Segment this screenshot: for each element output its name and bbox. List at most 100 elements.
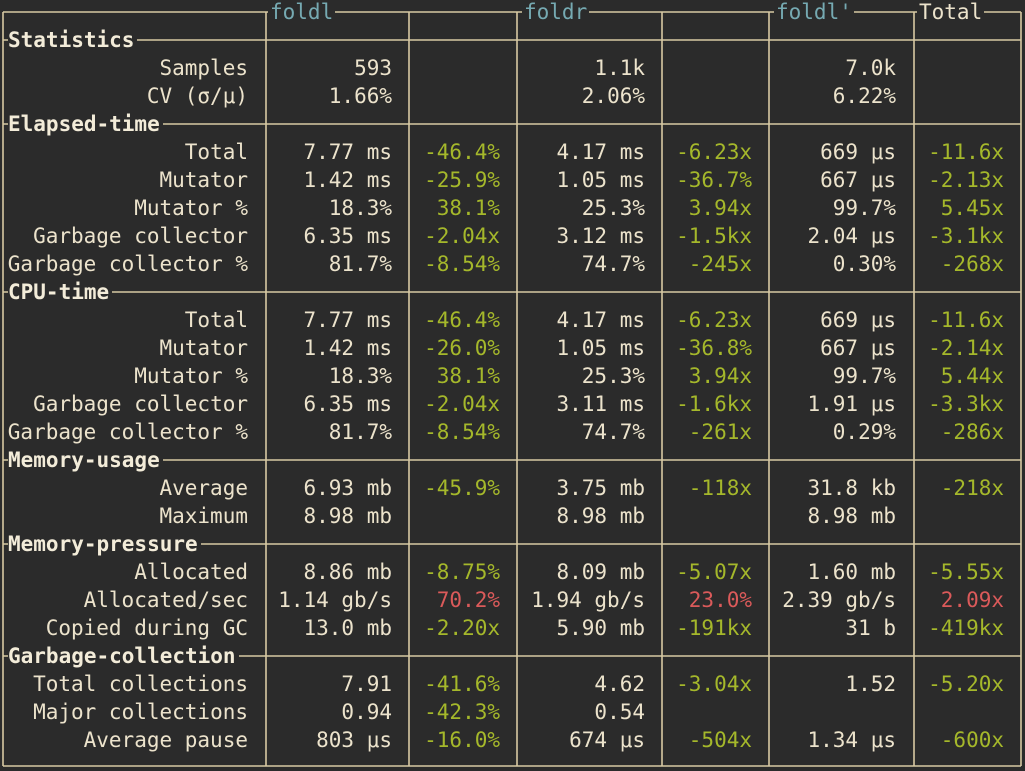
value-cell: 3.12 ms xyxy=(556,224,645,248)
diff-cell: -3.3kx xyxy=(928,392,1004,416)
diff-cell: -36.7% xyxy=(676,168,752,192)
diff-cell: -6.23x xyxy=(676,308,752,332)
row-label: Mutator % xyxy=(134,196,248,220)
value-cell: 669 μs xyxy=(820,308,896,332)
column-header-total: Total xyxy=(917,0,985,26)
diff-cell: 38.1% xyxy=(436,196,500,220)
row-label: Allocated/sec xyxy=(83,588,248,612)
value-cell: 8.98 mb xyxy=(807,504,896,528)
row-label: Garbage collector % xyxy=(7,252,248,276)
diff-cell: -11.6x xyxy=(928,140,1004,164)
value-cell: 8.09 mb xyxy=(556,560,645,584)
value-cell: 8.98 mb xyxy=(556,504,645,528)
value-cell: 2.39 gb/s xyxy=(782,588,896,612)
diff-cell: 38.1% xyxy=(436,364,500,388)
value-cell: 18.3% xyxy=(328,196,392,220)
value-cell: 7.77 ms xyxy=(303,308,392,332)
row-label: Mutator % xyxy=(134,364,248,388)
value-cell: 8.98 mb xyxy=(303,504,392,528)
value-cell: 6.35 ms xyxy=(303,392,392,416)
diff-cell: -5.55x xyxy=(928,560,1004,584)
value-cell: 1.52 xyxy=(845,672,896,696)
diff-cell: -261x xyxy=(688,420,752,444)
value-cell: 3.75 mb xyxy=(556,476,645,500)
diff-cell: -268x xyxy=(940,252,1004,276)
diff-cell: -419kx xyxy=(928,616,1004,640)
row-label: Allocated xyxy=(134,560,248,584)
diff-cell: -2.14x xyxy=(928,336,1004,360)
value-cell: 669 μs xyxy=(820,140,896,164)
row-label: CV (σ/μ) xyxy=(146,84,248,108)
value-cell: 1.42 ms xyxy=(303,168,392,192)
diff-cell: -2.13x xyxy=(928,168,1004,192)
value-cell: 99.7% xyxy=(832,364,896,388)
diff-cell: 5.45x xyxy=(940,196,1004,220)
value-cell: 1.05 ms xyxy=(556,336,645,360)
diff-cell: -3.1kx xyxy=(928,224,1004,248)
row-label: Average pause xyxy=(83,728,248,752)
diff-cell: -6.23x xyxy=(676,140,752,164)
value-cell: 1.1k xyxy=(594,56,645,80)
value-cell: 0.30% xyxy=(832,252,896,276)
diff-cell: 3.94x xyxy=(688,196,752,220)
diff-cell: -504x xyxy=(688,728,752,752)
diff-cell: -5.07x xyxy=(676,560,752,584)
value-cell: 2.06% xyxy=(581,84,645,108)
value-cell: 13.0 mb xyxy=(303,616,392,640)
column-header-foldr: foldr xyxy=(522,0,590,26)
diff-cell: 5.44x xyxy=(940,364,1004,388)
diff-cell: -2.04x xyxy=(424,224,500,248)
value-cell: 593 xyxy=(354,56,392,80)
row-label: Total xyxy=(184,140,248,164)
value-cell: 7.91 xyxy=(341,672,392,696)
diff-cell: -46.4% xyxy=(424,140,500,164)
diff-cell: -41.6% xyxy=(424,672,500,696)
section-title-garbage-collection: Garbage-collection xyxy=(8,642,239,670)
value-cell: 803 μs xyxy=(316,728,392,752)
diff-cell: -600x xyxy=(940,728,1004,752)
section-title-elapsed-time: Elapsed-time xyxy=(8,110,163,138)
diff-cell: -11.6x xyxy=(928,308,1004,332)
value-cell: 74.7% xyxy=(581,420,645,444)
value-cell: 4.17 ms xyxy=(556,308,645,332)
row-label: Maximum xyxy=(159,504,248,528)
diff-cell: -8.54% xyxy=(424,420,500,444)
diff-cell: -26.0% xyxy=(424,336,500,360)
diff-cell: -1.6kx xyxy=(676,392,752,416)
value-cell: 81.7% xyxy=(328,252,392,276)
diff-cell: -8.54% xyxy=(424,252,500,276)
diff-cell: 70.2% xyxy=(436,588,500,612)
diff-cell: 2.09x xyxy=(940,588,1004,612)
diff-cell: -245x xyxy=(688,252,752,276)
value-cell: 31.8 kb xyxy=(807,476,896,500)
value-cell: 6.22% xyxy=(832,84,896,108)
value-cell: 6.93 mb xyxy=(303,476,392,500)
value-cell: 667 μs xyxy=(820,168,896,192)
value-cell: 0.29% xyxy=(832,420,896,444)
row-label: Total collections xyxy=(33,672,248,696)
value-cell: 1.05 ms xyxy=(556,168,645,192)
diff-cell: -42.3% xyxy=(424,700,500,724)
section-title-statistics: Statistics xyxy=(8,26,138,54)
diff-cell: -2.20x xyxy=(424,616,500,640)
value-cell: 8.86 mb xyxy=(303,560,392,584)
row-label: Mutator xyxy=(159,168,248,192)
row-label: Mutator xyxy=(159,336,248,360)
row-label: Garbage collector xyxy=(33,392,248,416)
diff-cell: -45.9% xyxy=(424,476,500,500)
value-cell: 4.17 ms xyxy=(556,140,645,164)
diff-cell: -8.75% xyxy=(424,560,500,584)
value-cell: 25.3% xyxy=(581,364,645,388)
row-label: Average xyxy=(159,476,248,500)
diff-cell: -2.04x xyxy=(424,392,500,416)
section-title-memory-pressure: Memory-pressure xyxy=(8,530,201,558)
value-cell: 31 b xyxy=(845,616,896,640)
value-cell: 99.7% xyxy=(832,196,896,220)
diff-cell: -218x xyxy=(940,476,1004,500)
row-label: Total xyxy=(184,308,248,332)
value-cell: 25.3% xyxy=(581,196,645,220)
value-cell: 6.35 ms xyxy=(303,224,392,248)
value-cell: 5.90 mb xyxy=(556,616,645,640)
